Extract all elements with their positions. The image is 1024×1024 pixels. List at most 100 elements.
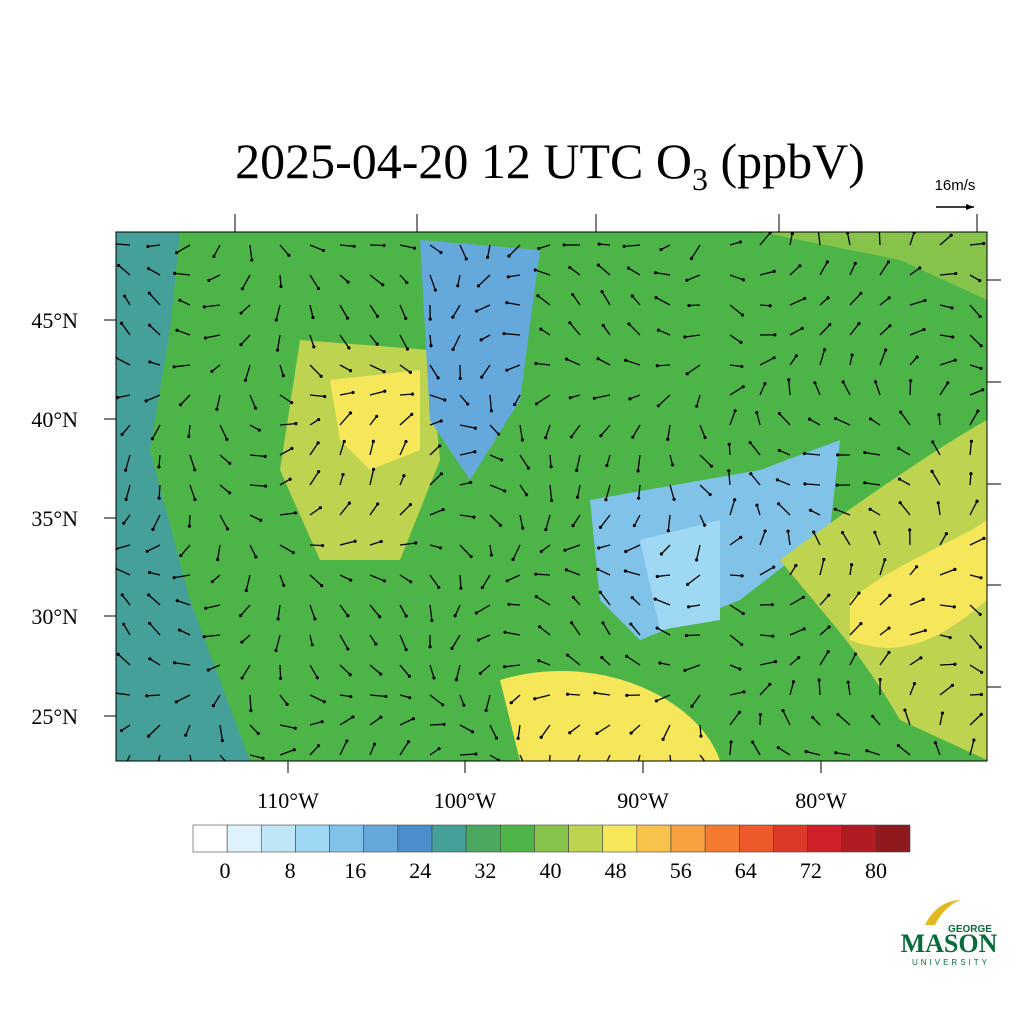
wind-arrow: [429, 473, 442, 486]
wind-arrow: [849, 354, 853, 366]
wind-arrow-head: [737, 710, 742, 714]
wind-arrow-head: [371, 467, 376, 472]
wind-arrow: [819, 324, 831, 336]
wind-arrow-head: [207, 278, 211, 282]
wind-arrow-head: [292, 748, 296, 752]
wind-arrow-head: [566, 653, 570, 657]
wind-arrow-head: [969, 472, 973, 476]
logo-bottom: UNIVERSITY: [912, 958, 990, 967]
wind-arrow-head: [537, 659, 541, 663]
wind-arrow: [637, 454, 641, 471]
wind-arrow-head: [653, 597, 657, 601]
wind-arrow: [477, 274, 491, 287]
wind-arrow: [123, 623, 131, 636]
colorbar-label: 8: [285, 858, 296, 883]
wind-arrow: [211, 364, 221, 372]
wind-arrow: [759, 270, 775, 276]
wind-arrow: [174, 662, 191, 666]
wind-arrow: [787, 531, 791, 546]
wind-arrow-head: [472, 515, 476, 519]
wind-arrow-head: [179, 553, 183, 558]
wind-arrow: [504, 664, 521, 668]
wind-arrow-head: [428, 645, 432, 649]
wind-arrow: [597, 568, 611, 576]
wind-arrow-head: [802, 451, 806, 456]
wind-arrow-head: [173, 271, 177, 276]
wind-arrow: [219, 724, 224, 741]
wind-arrow: [508, 274, 521, 278]
wind-arrow: [399, 542, 416, 546]
wind-arrow-head: [151, 527, 155, 531]
wind-arrow: [506, 574, 521, 582]
wind-arrow-head: [969, 439, 974, 443]
logo: GEORGE MASON UNIVERSITY: [901, 900, 998, 967]
wind-arrow: [369, 469, 375, 486]
wind-arrow: [601, 291, 611, 306]
wind-arrow-head: [786, 529, 790, 533]
wind-arrow-head: [857, 591, 861, 595]
wind-arrow-head: [382, 579, 387, 583]
wind-arrow-head: [770, 603, 774, 607]
wind-arrow-head: [979, 692, 983, 697]
colorbar-swatch: [397, 824, 433, 853]
gulf-high: [500, 671, 720, 761]
wind-arrow-head: [533, 268, 537, 272]
wind-arrow-head: [278, 676, 283, 681]
wind-arrow-head: [505, 368, 509, 372]
wind-arrow: [309, 244, 324, 252]
wind-arrow-head: [147, 291, 151, 295]
wind-arrow: [429, 420, 442, 426]
wind-arrow-head: [439, 250, 443, 255]
wind-arrow-head: [808, 508, 813, 512]
wind-arrow-head: [534, 595, 538, 599]
wind-arrow-head: [316, 286, 321, 291]
wind-arrow-head: [215, 407, 219, 411]
wind-arrow: [519, 424, 524, 441]
wind-arrow: [399, 364, 411, 373]
wind-arrow: [188, 514, 191, 527]
wind-arrow: [898, 447, 911, 456]
wind-arrow-head: [408, 370, 412, 374]
wind-arrow: [932, 441, 941, 456]
wind-arrow-head: [593, 691, 597, 695]
wind-arrow: [847, 682, 851, 696]
wind-arrow: [309, 721, 323, 726]
wind-arrow: [309, 304, 314, 318]
wind-arrow: [244, 364, 251, 381]
wind-arrow: [369, 664, 382, 675]
wind-arrow-head: [173, 661, 177, 665]
wind-arrow-head: [868, 507, 872, 511]
wind-arrow-head: [570, 621, 574, 625]
wind-arrow-head: [375, 314, 380, 318]
wind-arrow: [309, 745, 320, 756]
wind-arrow: [789, 628, 805, 636]
wind-arrow-head: [254, 555, 258, 559]
wind-arrow-head: [979, 366, 983, 370]
wind-arrow: [399, 393, 413, 396]
wind-arrow: [158, 484, 161, 499]
axes: 45°N 40°N 35°N 30°N 25°N 110°W 100°W 90°W 80°W: [31, 214, 1001, 813]
wind-arrow: [939, 634, 951, 639]
wind-arrow: [506, 302, 521, 306]
wind-arrow-head: [341, 473, 345, 477]
wind-arrow-head: [598, 525, 603, 529]
wind-arrow-head: [404, 648, 408, 652]
wind-arrow-head: [666, 437, 670, 442]
wind-arrow: [339, 391, 354, 396]
wind-arrow: [599, 591, 611, 606]
wind-arrow-head: [539, 735, 543, 739]
wind-arrow-head: [598, 590, 602, 594]
wind-arrow: [459, 753, 476, 756]
wind-arrow: [594, 394, 611, 399]
wind-arrow-head: [291, 550, 295, 555]
wind-arrow-head: [798, 264, 802, 268]
wind-arrow: [939, 334, 953, 338]
wind-arrow: [669, 754, 672, 761]
wind-arrow-head: [949, 233, 953, 237]
wind-arrow: [279, 749, 295, 756]
wind-arrow: [205, 604, 221, 609]
wind-arrow-head: [827, 625, 831, 629]
wind-arrow: [759, 661, 776, 666]
wind-arrow-head: [347, 501, 352, 505]
wind-arrow: [279, 394, 293, 404]
